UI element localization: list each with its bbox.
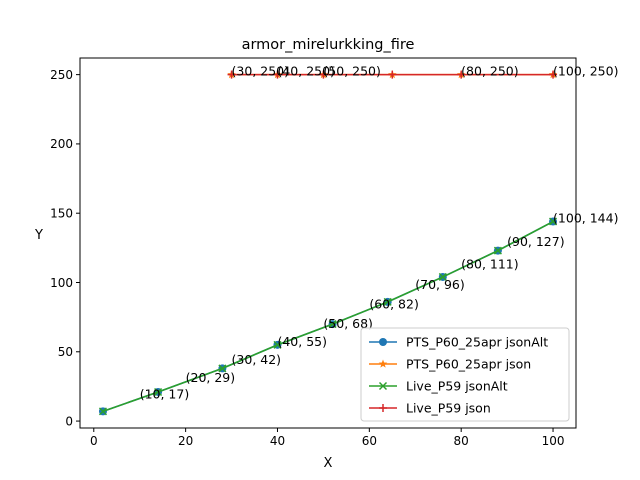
series-3-point-1 <box>273 70 282 79</box>
legend-marker-3 <box>379 404 387 412</box>
series-2-point-5 <box>383 297 392 306</box>
y-tick-label-5: 250 <box>50 68 73 82</box>
y-tick-label-2: 100 <box>50 276 73 290</box>
series-2-point-7 <box>493 246 502 255</box>
data-label-7: (80, 111) <box>461 256 518 271</box>
legend-entry-2: Live_P59 jsonAlt <box>406 379 508 394</box>
data-label-2: (30, 42) <box>232 352 282 367</box>
x-tick-label-0: 0 <box>90 434 98 448</box>
data-label-3: (40, 55) <box>277 334 327 349</box>
data-label-12: (50, 250) <box>323 64 380 79</box>
data-label-4: (50, 68) <box>323 316 373 331</box>
series-2-point-3 <box>273 340 282 349</box>
series-2-point-8 <box>549 217 558 226</box>
y-tick-label-1: 50 <box>58 345 73 359</box>
legend-marker-0 <box>379 338 387 346</box>
data-label-5: (60, 82) <box>369 296 419 311</box>
series-3-point-4 <box>457 70 466 79</box>
y-tick-label-4: 200 <box>50 137 73 151</box>
x-tick-label-3: 60 <box>362 434 377 448</box>
legend-entry-3: Live_P59 json <box>406 401 491 416</box>
legend: PTS_P60_25apr jsonAlt PTS_P60_25apr json L… <box>360 327 570 422</box>
data-label-6: (70, 96) <box>415 277 465 292</box>
legend-entry-1: PTS_P60_25apr json <box>406 357 531 372</box>
data-label-13: (80, 250) <box>461 64 518 79</box>
x-tick-label-5: 100 <box>542 434 565 448</box>
series-3-point-0 <box>227 70 236 79</box>
data-label-14: (100, 250) <box>553 64 618 79</box>
series-2-point-6 <box>438 272 447 281</box>
series-2-point-1 <box>154 387 163 397</box>
plot-area: 0 20 40 60 80 100 0 50 100 150 200 250 (10, 17) (20, … <box>50 64 618 448</box>
series-3-point-3 <box>388 70 397 79</box>
legend-marker-1 <box>378 359 388 368</box>
legend-box <box>360 327 570 422</box>
series-3-point-5 <box>549 70 558 79</box>
chart-title: armor_mirelurkking_fire <box>242 37 415 53</box>
y-axis-label: Y <box>34 228 43 243</box>
legend-marker-2 <box>378 381 388 391</box>
data-label-0: (10, 17) <box>140 387 190 402</box>
data-label-8: (90, 127) <box>507 234 564 249</box>
series-2-point-0 <box>98 407 107 416</box>
x-tick-label-1: 20 <box>178 434 193 448</box>
data-label-11: (40, 250) <box>277 64 334 79</box>
series-2-point-4 <box>328 320 337 329</box>
series-2-point-2 <box>218 364 227 373</box>
legend-entry-0: PTS_P60_25apr jsonAlt <box>406 335 548 350</box>
series-3-point-2 <box>319 70 328 79</box>
x-axis-label: X <box>324 456 333 471</box>
data-label-9: (100, 144) <box>553 211 618 226</box>
data-label-10: (30, 250) <box>232 64 289 79</box>
data-label-1: (20, 29) <box>186 370 236 385</box>
y-tick-label-3: 150 <box>50 207 73 221</box>
axes-frame <box>79 57 577 429</box>
x-tick-label-4: 80 <box>454 434 469 448</box>
y-tick-label-0: 0 <box>65 414 73 428</box>
x-tick-label-2: 40 <box>270 434 285 448</box>
